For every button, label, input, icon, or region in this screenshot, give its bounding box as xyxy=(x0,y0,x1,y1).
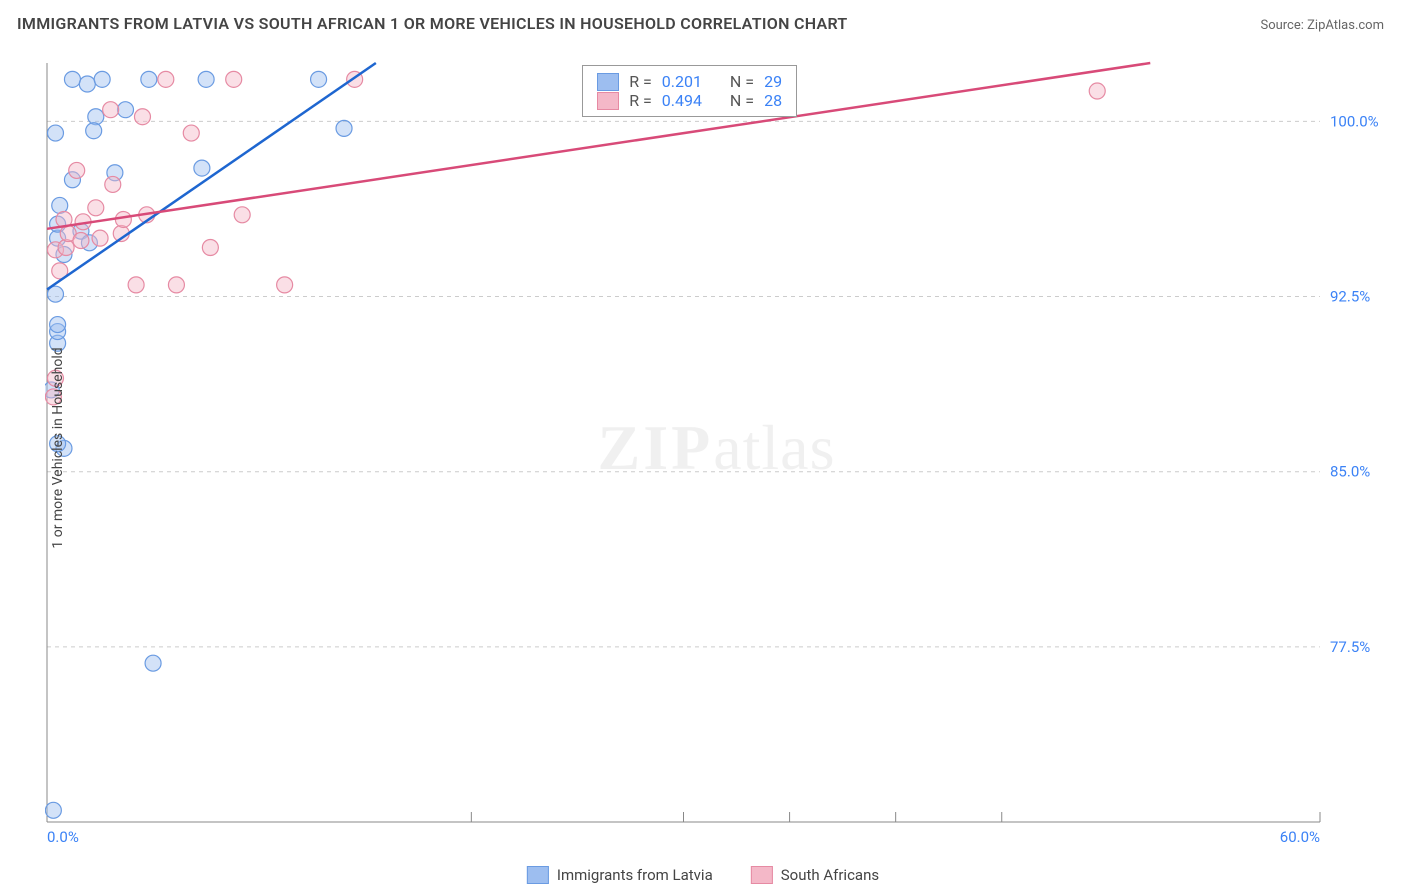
r-value: 0.201 xyxy=(662,72,702,91)
legend-item: South Africans xyxy=(751,866,879,884)
r-label: R = xyxy=(629,91,652,110)
data-point xyxy=(311,71,327,87)
data-point xyxy=(183,125,199,141)
legend-row: R = 0.494 N = 28 xyxy=(597,91,782,110)
data-point xyxy=(47,125,63,141)
n-value: 29 xyxy=(764,72,782,91)
chart-title: IMMIGRANTS FROM LATVIA VS SOUTH AFRICAN … xyxy=(17,14,848,33)
data-point xyxy=(118,102,134,118)
data-point xyxy=(45,802,61,818)
chart-area: 1 or more Vehicles in Household ZIPatlas… xyxy=(45,45,1388,850)
data-point xyxy=(73,232,89,248)
y-tick-label: 92.5% xyxy=(1330,288,1370,306)
data-point xyxy=(128,277,144,293)
data-point xyxy=(69,162,85,178)
data-point xyxy=(198,71,214,87)
data-point xyxy=(86,123,102,139)
source-attribution: Source: ZipAtlas.com xyxy=(1260,18,1384,33)
y-tick-label: 77.5% xyxy=(1330,638,1370,656)
data-point xyxy=(64,71,80,87)
r-value: 0.494 xyxy=(662,91,702,110)
data-point xyxy=(134,109,150,125)
data-point xyxy=(194,160,210,176)
x-tick-label: 60.0% xyxy=(1280,828,1320,846)
data-point xyxy=(105,176,121,192)
data-point xyxy=(234,207,250,223)
n-value: 28 xyxy=(764,91,782,110)
n-label: N = xyxy=(730,91,754,110)
data-point xyxy=(202,239,218,255)
legend-label: South Africans xyxy=(781,866,879,884)
data-point xyxy=(336,120,352,136)
data-point xyxy=(79,76,95,92)
data-point xyxy=(88,200,104,216)
data-point xyxy=(158,71,174,87)
data-point xyxy=(115,211,131,227)
data-point xyxy=(168,277,184,293)
legend-row: R = 0.201 N = 29 xyxy=(597,72,782,91)
legend-item: Immigrants from Latvia xyxy=(527,866,713,884)
data-point xyxy=(92,230,108,246)
data-point xyxy=(58,239,74,255)
data-point xyxy=(141,71,157,87)
data-point xyxy=(226,71,242,87)
data-point xyxy=(50,317,66,333)
legend-swatch xyxy=(751,866,773,884)
legend-label: Immigrants from Latvia xyxy=(557,866,713,884)
y-tick-label: 85.0% xyxy=(1330,463,1370,481)
data-point xyxy=(103,102,119,118)
data-point xyxy=(145,655,161,671)
legend-swatch xyxy=(597,92,619,110)
n-label: N = xyxy=(730,72,754,91)
y-axis-label: 1 or more Vehicles in Household xyxy=(50,347,66,548)
data-point xyxy=(1089,83,1105,99)
r-label: R = xyxy=(629,72,652,91)
legend-swatch xyxy=(527,866,549,884)
correlation-legend: R = 0.201 N = 29 R = 0.494 N = 28 xyxy=(582,65,797,117)
y-tick-label: 100.0% xyxy=(1330,112,1379,130)
data-point xyxy=(277,277,293,293)
series-legend: Immigrants from Latvia South Africans xyxy=(527,866,879,884)
data-point xyxy=(94,71,110,87)
legend-swatch xyxy=(597,73,619,91)
data-point xyxy=(88,109,104,125)
x-tick-label: 0.0% xyxy=(47,828,79,846)
scatter-chart: 77.5% 85.0% 92.5% 100.0% 0.0% 60.0% xyxy=(45,45,1388,850)
